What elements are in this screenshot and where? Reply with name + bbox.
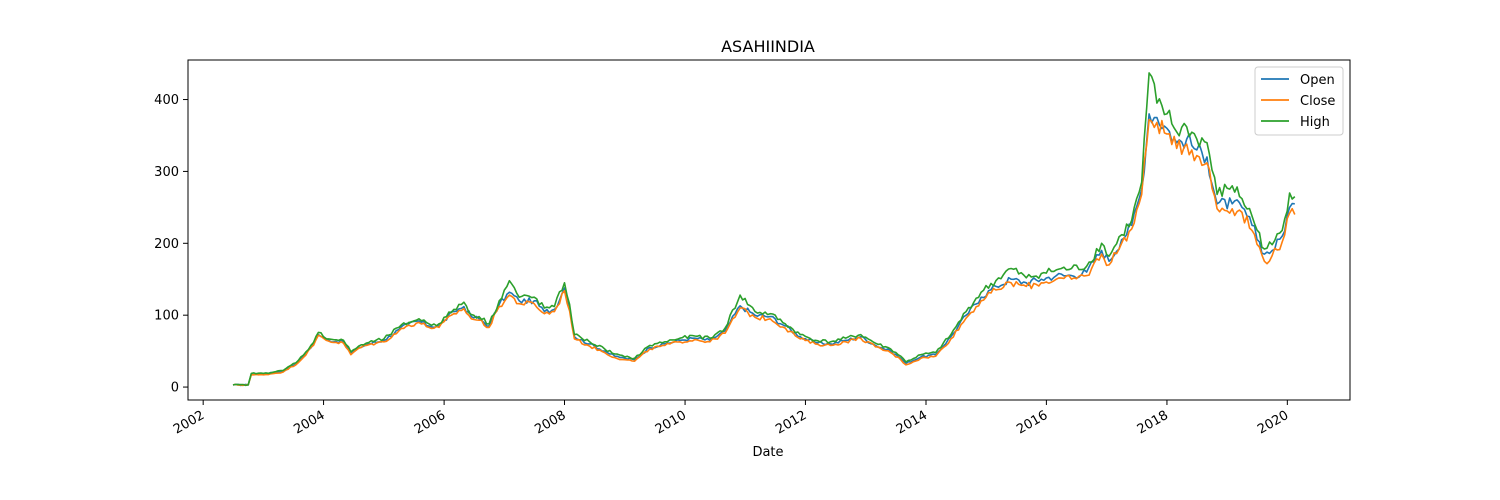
series-line-open: [232, 113, 1295, 387]
x-tick-label: 2010: [653, 408, 689, 438]
x-tick-label: 2006: [412, 408, 448, 438]
y-tick-label: 300: [154, 165, 179, 180]
x-tick-label: 2020: [1255, 408, 1291, 438]
series-line-close: [232, 118, 1296, 387]
x-tick-label: 2018: [1135, 408, 1171, 438]
x-tick-label: 2012: [773, 408, 809, 438]
y-tick-label: 100: [154, 309, 179, 324]
legend-label-open: Open: [1300, 73, 1335, 88]
x-tick-label: 2002: [171, 408, 207, 438]
x-axis-label: Date: [752, 445, 783, 460]
y-tick-label: 0: [171, 381, 179, 396]
x-tick-label: 2008: [532, 408, 568, 438]
series-line-high: [232, 72, 1296, 387]
y-axis: 0 100 200 300 400: [154, 93, 188, 396]
chart-title: ASAHIINDIA: [721, 37, 815, 56]
y-tick-label: 200: [154, 237, 179, 252]
legend: Open Close High: [1254, 66, 1344, 136]
x-axis: 2002 2004 2006 2008 2010 2012 2014 2016 2018 2020: [171, 400, 1291, 437]
legend-label-high: High: [1300, 115, 1330, 130]
plot-frame: [187, 59, 1351, 401]
x-tick-label: 2016: [1014, 408, 1050, 438]
legend-label-close: Close: [1300, 94, 1335, 109]
series-layer: [232, 72, 1296, 387]
x-tick-label: 2004: [291, 408, 327, 438]
x-tick-label: 2014: [894, 408, 930, 438]
legend-box: [1254, 66, 1344, 136]
y-tick-label: 400: [154, 93, 179, 108]
